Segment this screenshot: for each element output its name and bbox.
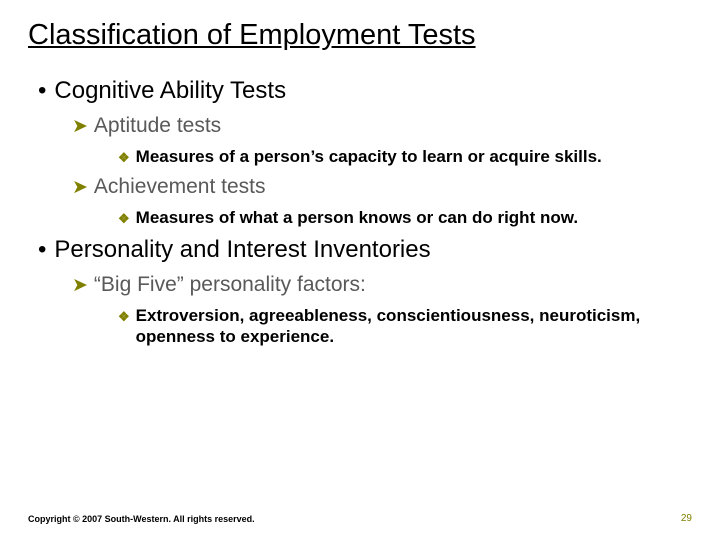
bullet-lvl2: ➤ Aptitude tests [28, 112, 692, 140]
bullet-lvl3-text: Measures of a person’s capacity to learn… [136, 146, 672, 167]
bullet-lvl3-text: Extroversion, agreeableness, conscientio… [136, 305, 672, 348]
footer-page-number: 29 [681, 513, 692, 524]
slide-title: Classification of Employment Tests [28, 18, 692, 53]
arrow-icon: ➤ [72, 176, 88, 201]
bullet-lvl3: ❖ Measures of a person’s capacity to lea… [28, 146, 692, 167]
bullet-lvl1-text: Cognitive Ability Tests [54, 77, 286, 104]
slide-body: Classification of Employment Tests • Cogn… [0, 0, 720, 347]
bullet-lvl2: ➤ “Big Five” personality factors: [28, 271, 692, 299]
bullet-lvl3: ❖ Measures of what a person knows or can… [28, 207, 692, 228]
bullet-lvl2: ➤ Achievement tests [28, 173, 692, 201]
bullet-lvl1: • Cognitive Ability Tests [28, 75, 692, 106]
arrow-icon: ➤ [72, 115, 88, 140]
diamond-icon: ❖ [118, 150, 130, 166]
bullet-lvl1-text: Personality and Interest Inventories [54, 236, 430, 263]
bullet-dot-icon: • [38, 77, 46, 104]
diamond-icon: ❖ [118, 211, 130, 227]
bullet-lvl3-text: Measures of what a person knows or can d… [136, 207, 672, 228]
arrow-icon: ➤ [72, 274, 88, 299]
bullet-lvl2-text: Achievement tests [94, 173, 266, 200]
bullet-dot-icon: • [38, 236, 46, 263]
bullet-lvl2-text: Aptitude tests [94, 112, 221, 139]
bullet-lvl2-text: “Big Five” personality factors: [94, 271, 366, 298]
diamond-icon: ❖ [118, 309, 130, 325]
bullet-lvl1: • Personality and Interest Inventories [28, 234, 692, 265]
footer-copyright: Copyright © 2007 South-Western. All righ… [28, 514, 255, 524]
bullet-lvl3: ❖ Extroversion, agreeableness, conscient… [28, 305, 692, 348]
